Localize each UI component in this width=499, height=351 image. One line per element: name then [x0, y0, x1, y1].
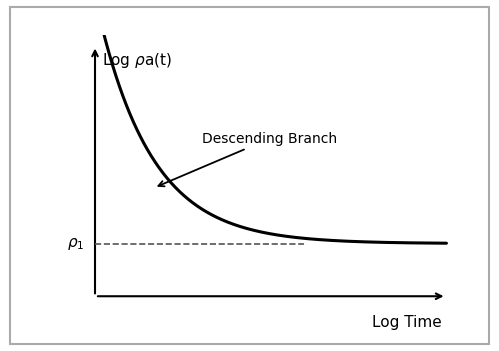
- Text: $\rho_1$: $\rho_1$: [67, 236, 85, 252]
- Text: Descending Branch: Descending Branch: [158, 132, 337, 186]
- Text: Log $\rho$a(t): Log $\rho$a(t): [102, 51, 172, 70]
- Text: Log Time: Log Time: [372, 315, 442, 330]
